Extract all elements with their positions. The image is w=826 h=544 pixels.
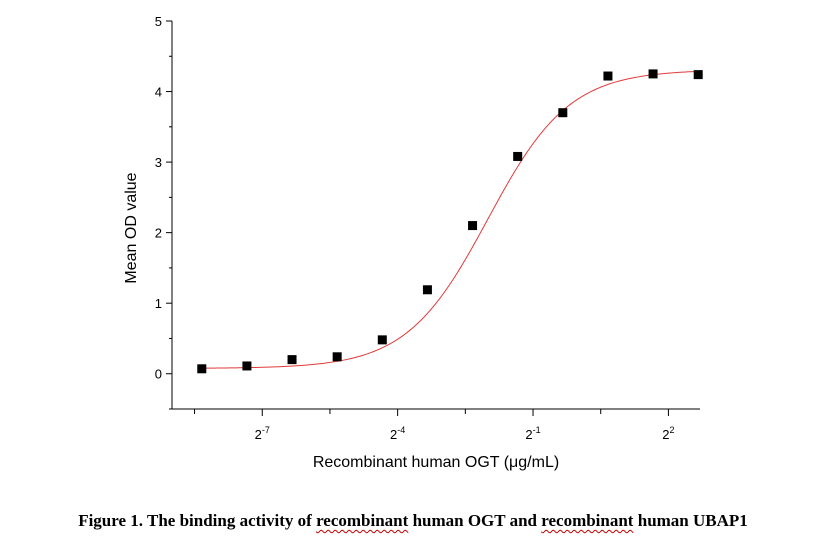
- caption-middle: human OGT and: [408, 511, 542, 530]
- data-point: [332, 352, 342, 362]
- x-ticks: 2-7 2-4 2-1 22: [194, 409, 675, 442]
- y-tick-label: 2: [155, 226, 162, 241]
- fit-curve: [201, 70, 699, 369]
- y-axis-title: Mean OD value: [123, 172, 140, 283]
- y-tick-label: 1: [155, 296, 162, 311]
- data-point: [693, 70, 703, 80]
- data-point: [377, 335, 387, 345]
- figure-caption: Figure 1. The binding activity of recomb…: [0, 511, 826, 531]
- x-tick-label: 2-4: [390, 425, 405, 442]
- data-point: [287, 355, 297, 365]
- y-ticks: 0 1 2 3 4 5: [155, 14, 172, 410]
- data-point: [422, 285, 432, 295]
- axes: 0 1 2 3 4 5 2-7 2-4 2-1 22: [155, 14, 700, 442]
- x-tick-label: 2-1: [525, 425, 540, 442]
- data-point: [558, 108, 568, 118]
- caption-suffix: human UBAP1: [633, 511, 748, 530]
- data-point: [242, 361, 252, 371]
- y-tick-label: 0: [155, 367, 162, 382]
- data-points: [197, 69, 703, 374]
- x-tick-label: 2-7: [255, 425, 270, 442]
- data-point: [197, 364, 207, 374]
- y-tick-label: 4: [155, 85, 162, 100]
- caption-word-recombinant-1: recombinant: [316, 511, 409, 530]
- caption-prefix: Figure 1. The binding activity of: [78, 511, 317, 530]
- caption-word-recombinant-2: recombinant: [541, 511, 634, 530]
- data-point: [468, 221, 478, 231]
- x-axis-title: Recombinant human OGT (μg/mL): [313, 454, 559, 471]
- x-tick-label: 22: [662, 425, 674, 442]
- data-point: [513, 151, 523, 161]
- y-tick-label: 3: [155, 155, 162, 170]
- y-tick-label: 5: [155, 14, 162, 29]
- data-point: [603, 71, 613, 81]
- data-point: [648, 69, 658, 79]
